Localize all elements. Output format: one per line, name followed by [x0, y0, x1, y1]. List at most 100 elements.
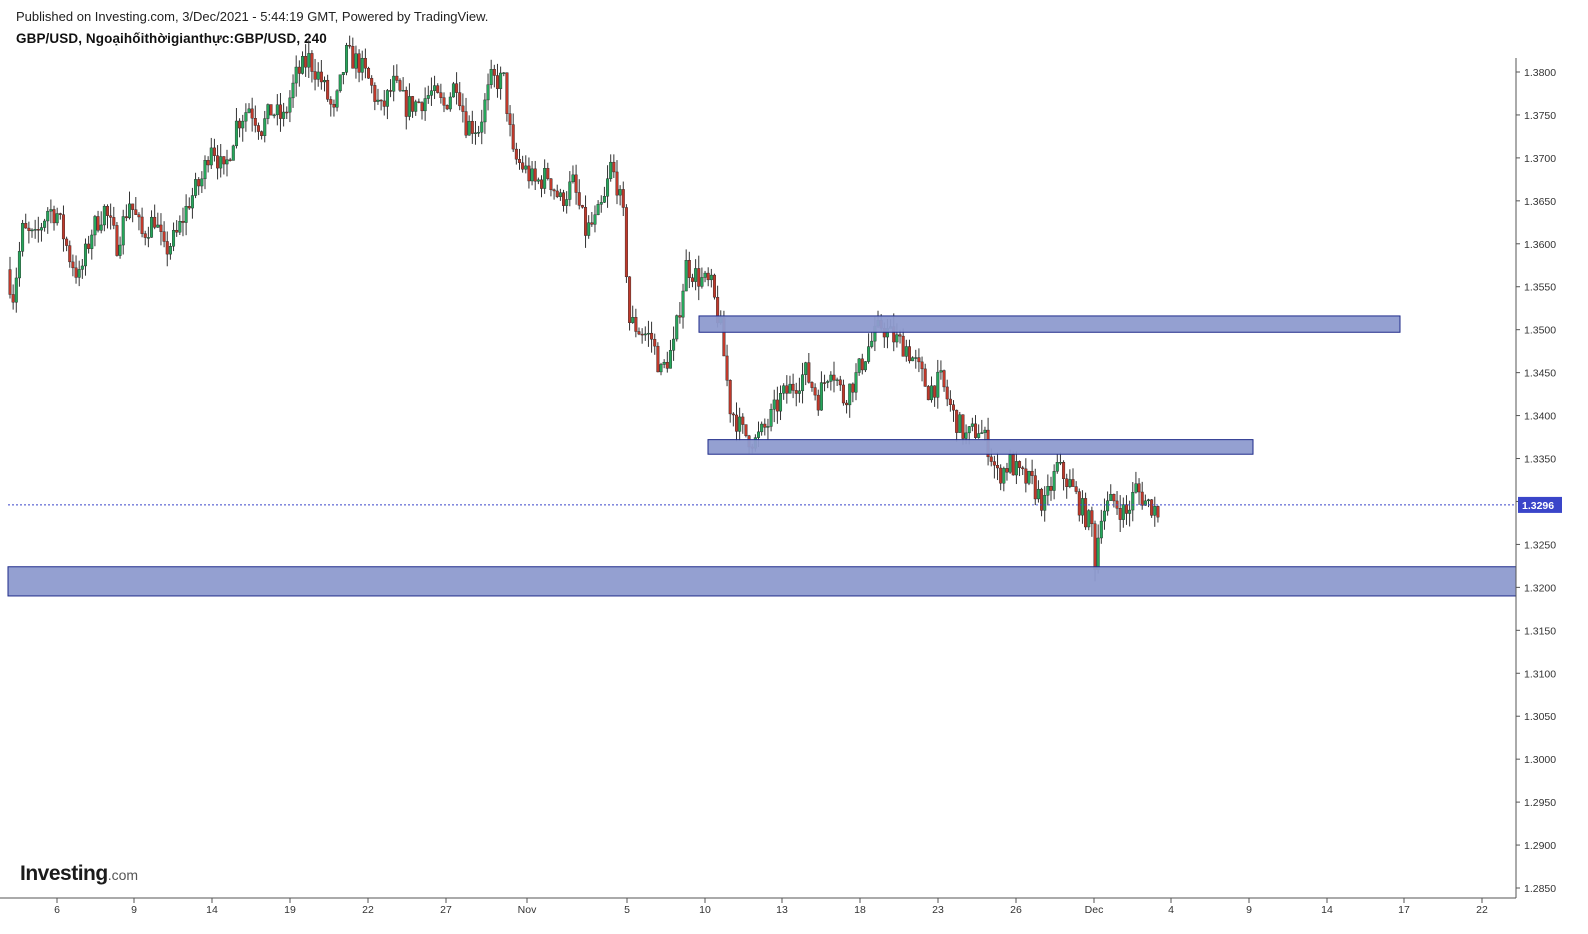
candle-body-up [338, 74, 342, 92]
candle [926, 385, 930, 401]
time-tick-label: 14 [206, 904, 218, 916]
candle [744, 424, 748, 438]
candle-body-down [27, 227, 31, 231]
candle-body-down [1084, 498, 1088, 528]
candle-body-down [920, 361, 924, 370]
candle [848, 383, 852, 418]
candle-body-down [24, 223, 28, 229]
candle-body-up [646, 332, 650, 335]
candle-body-up [980, 432, 984, 434]
candle-body-up [709, 274, 713, 281]
candle [1150, 499, 1154, 518]
candle [599, 195, 603, 213]
price-tick-label: 1.3000 [1524, 754, 1556, 766]
candle-body-down [785, 385, 789, 394]
candle-body-down [1030, 471, 1034, 476]
candle-body-down [511, 124, 515, 150]
candle-body-down [508, 113, 512, 125]
candle-body-up [936, 371, 940, 398]
candle-body-down [461, 105, 465, 112]
candle [93, 214, 97, 247]
candle [782, 383, 786, 400]
resistance-zone-middle[interactable] [707, 439, 1254, 455]
candle-body-up [300, 56, 304, 74]
candle-body-down [521, 162, 525, 170]
candle [801, 362, 805, 404]
candle-body-up [700, 277, 704, 287]
candle [58, 212, 62, 220]
candle [580, 204, 584, 209]
candle [1137, 478, 1141, 505]
candle [363, 48, 367, 79]
candle [621, 181, 625, 217]
time-tick-label: 22 [362, 904, 374, 916]
candle [665, 351, 669, 373]
candle [140, 207, 144, 238]
candle [845, 399, 849, 414]
candle-body-up [209, 147, 213, 166]
candle [933, 385, 937, 407]
candle [1124, 495, 1128, 525]
candle [112, 206, 116, 230]
candle-body-up [684, 260, 688, 292]
candle [348, 35, 352, 49]
candle [80, 259, 84, 279]
candle [555, 184, 559, 199]
candle-body-up [247, 108, 251, 113]
candle [838, 375, 842, 391]
candle-body-up [146, 237, 150, 239]
candle [461, 93, 465, 123]
candle [90, 229, 94, 260]
candle [524, 155, 528, 174]
candle [870, 332, 874, 349]
candle [574, 164, 578, 205]
candle-body-down [549, 178, 553, 191]
candle [448, 92, 452, 112]
candle-body-down [1112, 494, 1116, 502]
candle-body-up [282, 111, 286, 119]
candle [1121, 497, 1125, 528]
candle [105, 204, 109, 229]
candle-body-down [187, 206, 191, 209]
candle [552, 188, 556, 200]
candle-body-down [250, 108, 254, 119]
candle [514, 142, 518, 165]
candle [1014, 451, 1018, 485]
candle [681, 283, 685, 329]
candle-body-down [1033, 475, 1037, 500]
support-zone-lower[interactable] [7, 566, 1517, 597]
candle [602, 186, 606, 203]
candle-body-up [1096, 537, 1100, 570]
candle-body-up [385, 90, 389, 107]
candle [467, 115, 471, 136]
candle-body-up [703, 272, 707, 278]
candle [835, 377, 839, 386]
candle [1030, 459, 1034, 485]
candle-body-down [555, 190, 559, 197]
candle [826, 379, 830, 389]
candle-body-down [162, 231, 166, 242]
candle [1077, 488, 1081, 522]
candle [914, 349, 918, 369]
candle [672, 326, 676, 361]
candle-body-up [1109, 494, 1113, 501]
candle [304, 44, 308, 77]
candle [643, 326, 647, 341]
candle-body-up [863, 361, 867, 371]
candle-body-up [401, 89, 405, 92]
candle-body-up [631, 317, 635, 323]
candle [970, 417, 974, 432]
candle-body-up [977, 433, 981, 438]
candle [511, 113, 515, 152]
candle [55, 207, 59, 226]
candle [999, 464, 1003, 491]
candle [571, 165, 575, 184]
candle-body-down [442, 97, 446, 106]
candle-body-up [857, 358, 861, 373]
candle-body-down [109, 215, 113, 218]
candle [225, 149, 229, 177]
candle-body-down [68, 245, 72, 263]
resistance-zone-upper[interactable] [698, 315, 1401, 333]
candle-body-up [448, 96, 452, 110]
